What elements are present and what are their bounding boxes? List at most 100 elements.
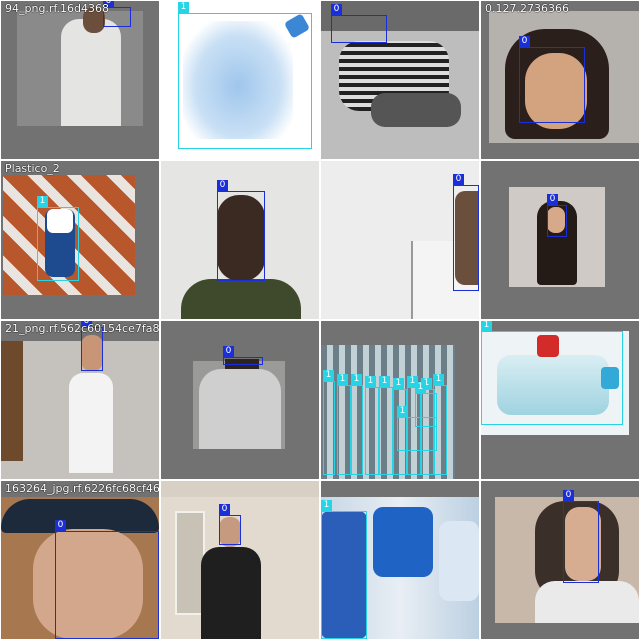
bbox-class-label: 0 <box>223 346 234 357</box>
bbox-face: 0 <box>563 490 599 583</box>
bbox-face: 0 <box>81 321 103 371</box>
shirt-photo <box>199 369 281 449</box>
bbox-face: 0 <box>217 180 265 281</box>
bottle-label-photo <box>537 335 559 357</box>
tile-filename: Plastico_2 <box>5 162 60 175</box>
bbox-class-label: 0 <box>81 321 92 327</box>
bbox-class-label: 1 <box>481 321 492 331</box>
face-photo <box>455 191 479 285</box>
bbox-person: 0 <box>331 4 387 43</box>
grid-tile: 0 <box>161 481 319 639</box>
grid-tile: 1 <box>161 1 319 159</box>
bbox-class-label: 1 <box>321 500 332 511</box>
bbox-bottle: 1 <box>351 374 363 475</box>
bbox-face: 0 <box>547 194 567 237</box>
grid-tile: 1 Plastico_2 <box>1 161 159 319</box>
person-photo <box>201 547 261 639</box>
bbox-class-label: 1 <box>407 376 418 387</box>
shirt-photo <box>535 581 639 623</box>
face-photo <box>525 53 587 129</box>
bbox-class-label: 1 <box>365 376 376 387</box>
bbox-face: 0 <box>223 346 263 365</box>
bottle-cap-photo <box>601 367 619 389</box>
bbox-class-label: 1 <box>323 370 334 381</box>
door-photo <box>1 341 23 461</box>
bottle-photo <box>183 21 293 139</box>
grid-tile: 0 <box>321 161 479 319</box>
bbox-bottle: 1 <box>415 382 437 427</box>
bbox-class-label: 0 <box>217 180 228 191</box>
bbox-bottle: 1 <box>379 376 393 475</box>
tile-filename: 163264_jpg.rf.6226fc68cf46 <box>5 482 159 495</box>
bbox-bottle: 1 <box>407 376 421 475</box>
bbox-class-label: 0 <box>563 490 574 501</box>
bottle-cap-photo <box>47 209 73 233</box>
bbox-class-label: 0 <box>55 520 66 531</box>
bottle-photo <box>321 511 367 639</box>
bbox-face: 0 <box>219 504 241 545</box>
person-photo <box>61 19 121 126</box>
legs-photo <box>371 93 461 127</box>
bottle-photo <box>497 355 609 415</box>
bbox-class-label: 1 <box>415 382 426 393</box>
grid-tile: 0 <box>481 161 639 319</box>
face-photo <box>565 507 601 581</box>
bbox-class-label: 0 <box>453 174 464 185</box>
grid-tile: 0 21_png.rf.562c60154ce7fa8 <box>1 321 159 479</box>
bbox-bottle: 1 <box>337 374 351 475</box>
bbox-class-label: 1 <box>397 406 408 417</box>
grid-tile: 0 0.127.2736366 <box>481 1 639 159</box>
bbox-class-label: 1 <box>351 374 362 385</box>
face-photo <box>547 207 565 233</box>
tile-filename: 0.127.2736366 <box>485 2 569 15</box>
bbox-class-label: 0 <box>331 4 342 15</box>
grid-tile: 0 163264_jpg.rf.6226fc68cf46 <box>1 481 159 639</box>
face-photo <box>33 529 143 639</box>
grid-tile: 0 <box>161 161 319 319</box>
tile-filename: 21_png.rf.562c60154ce7fa8 <box>5 322 159 335</box>
bbox-bottle: 1 <box>433 374 447 475</box>
bottle-photo <box>373 507 433 577</box>
grid-tile: 1 <box>321 481 479 639</box>
bbox-class-label: 0 <box>519 36 530 47</box>
bbox-bottle: 1 <box>321 500 367 639</box>
bbox-class-label: 0 <box>219 504 230 515</box>
bbox-bottle: 1 <box>421 378 435 475</box>
hat-photo <box>1 499 159 533</box>
body-photo <box>181 279 301 319</box>
bbox-bottle: 1 <box>37 196 79 281</box>
bbox-bottle: 1 <box>393 378 407 475</box>
bbox-class-label: 1 <box>421 378 432 389</box>
bbox-bottle: 1 <box>178 2 312 149</box>
bbox-bottle: 1 <box>323 370 335 475</box>
bbox-class-label: 0 <box>547 194 558 205</box>
bbox-class-label: 1 <box>37 196 48 207</box>
bbox-class-label: 1 <box>379 376 390 387</box>
bbox-class-label: 0 <box>103 1 114 7</box>
bbox-class-label: 1 <box>337 374 348 385</box>
grid-tile: 1 <box>481 321 639 479</box>
bbox-face: 0 <box>55 520 159 639</box>
bbox-class-label: 1 <box>433 374 444 385</box>
grid-tile: 0 <box>321 1 479 159</box>
face-photo <box>219 517 241 547</box>
bbox-class-label: 1 <box>178 2 189 13</box>
bottle-photo <box>439 521 479 601</box>
face-photo <box>81 335 103 371</box>
grid-tile: 0 <box>161 321 319 479</box>
bbox-face: 0 <box>519 36 585 123</box>
grid-tile: 1 1 1 1 1 1 1 1 1 1 1 <box>321 321 479 479</box>
bbox-bottle: 1 <box>397 406 437 451</box>
face-photo <box>217 195 265 281</box>
bbox-bottle: 1 <box>481 321 623 425</box>
bbox-face: 0 <box>453 174 479 291</box>
face-photo <box>83 7 105 33</box>
grid-tile: 0 94_png.rf.16d4368 <box>1 1 159 159</box>
bbox-bottle: 1 <box>365 376 379 475</box>
bbox-class-label: 1 <box>393 378 404 389</box>
person-photo <box>69 373 113 473</box>
tile-filename: 94_png.rf.16d4368 <box>5 2 109 15</box>
bottles-crate-photo <box>321 345 455 479</box>
bbox-person: 0 <box>103 1 131 27</box>
